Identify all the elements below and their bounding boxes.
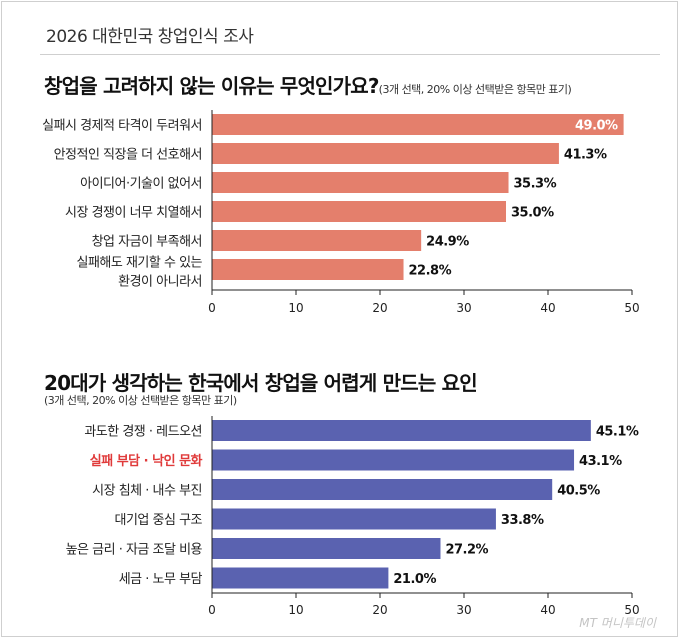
publisher-watermark: MT 머니투데이 [579,616,656,630]
chart1-category-label: 아이디어·기술이 없어서 [80,177,202,192]
chart2-tick-label: 10 [288,603,303,617]
chart1-tick-label: 30 [456,301,471,315]
chart1-title: 창업을 고려하지 않는 이유는 무엇인가요? [44,74,379,98]
chart1-tick-label: 40 [540,301,555,315]
chart2-bar [212,420,591,441]
chart2-category-label: 시장 침체 · 내수 부진 [92,484,202,499]
chart1-title-block: 창업을 고려하지 않는 이유는 무엇인가요?(3개 선택, 20% 이상 선택받… [44,70,572,99]
chart2-tick-label: 0 [208,603,216,617]
chart2-tick-label: 50 [624,603,639,617]
chart2-category-label: 과도한 경쟁 · 레드오션 [84,425,202,440]
chart1-value-label: 35.0% [511,206,554,221]
chart2-value-label: 27.2% [445,543,488,558]
chart2-value-label: 45.1% [596,425,639,440]
chart2-bar [212,449,575,471]
chart1-bar [212,114,624,135]
chart1-tick-label: 50 [624,301,639,315]
chart2-category-label: 실패 부담 · 낙인 문화 [90,453,203,469]
chart2-subtitle: (3개 선택, 20% 이상 선택받은 항목만 표기) [44,394,237,407]
chart1-category-label: 안정적인 직장을 더 선호해서 [54,148,202,163]
chart2-value-label: 43.1% [579,454,622,469]
chart1-bar [212,143,559,164]
chart2-bar [212,508,496,530]
chart1-category-label: 창업 자금이 부족해서 [92,235,202,250]
chart1-bar [212,259,404,280]
chart1-bar [212,201,506,222]
chart2-value-label: 40.5% [557,484,600,499]
chart1-category-label: 실패시 경제적 타격이 두려워서 [42,119,202,134]
chart2-tick-label: 30 [456,603,471,617]
chart2-value-label: 33.8% [501,513,544,528]
chart2-title: 20대가 생각하는 한국에서 창업을 어렵게 만드는 요인 [44,371,478,395]
header-divider [40,54,660,55]
chart1-bar [212,172,509,193]
chart1-bar [212,230,422,251]
chart1-value-label: 41.3% [564,148,607,163]
chart1-category-label-line: 환경이 아니라서 [118,275,202,290]
chart2-value-label: 21.0% [393,572,436,587]
chart1-value-label: 49.0% [575,119,618,134]
chart1-value-label: 35.3% [514,177,557,192]
chart2-category-label: 높은 금리 · 자금 조달 비용 [66,543,203,558]
chart1-tick-label: 0 [208,301,216,315]
chart1-tick-label: 10 [288,301,303,315]
chart2-category-label: 대기업 중심 구조 [115,513,203,528]
chart2-tick-label: 40 [540,603,555,617]
chart2-tick-label: 20 [372,603,387,617]
chart1-subtitle: (3개 선택, 20% 이상 선택받은 항목만 표기) [378,83,572,96]
chart1-category-label-line: 실패해도 재기할 수 있는 [77,256,203,271]
chart1-value-label: 22.8% [409,264,452,279]
chart2-bar [212,538,441,559]
chart2-category-label: 세금 · 노무 부담 [119,572,203,587]
chart1-category-label: 시장 경쟁이 너무 치열해서 [65,206,202,221]
chart1-value-label: 24.9% [426,235,469,250]
chart2-bar [212,567,389,589]
survey-title: 2026 대한민국 창업인식 조사 [46,27,254,47]
chart1-tick-label: 20 [372,301,387,315]
chart2-bar [212,479,553,500]
